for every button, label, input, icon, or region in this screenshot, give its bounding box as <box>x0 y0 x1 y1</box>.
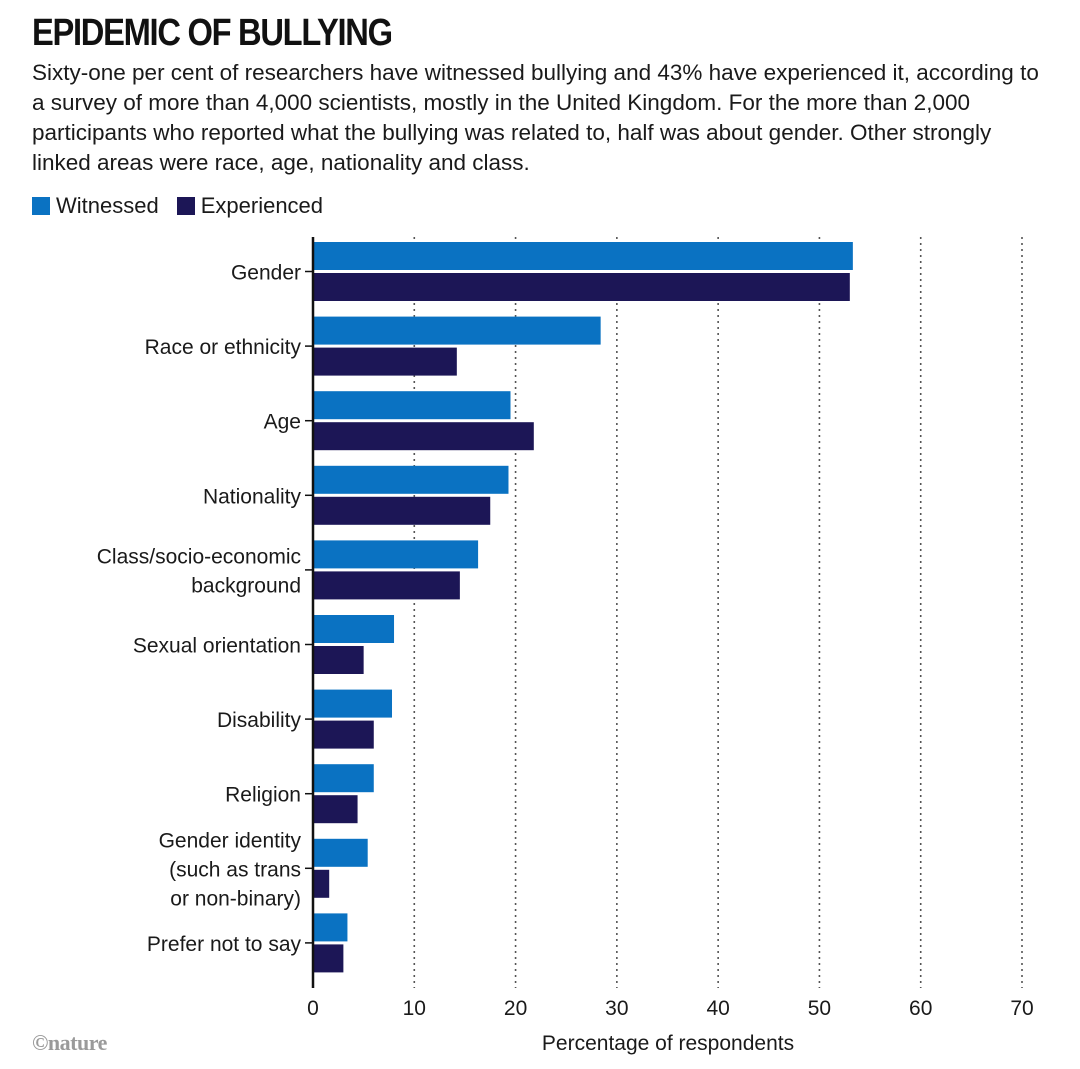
category-label-3: Nationality <box>203 485 302 508</box>
nature-credit: ©nature <box>32 1030 107 1055</box>
category-label-line: Religion <box>225 784 301 807</box>
x-tick-label-40: 40 <box>706 997 729 1020</box>
category-label-line: Disability <box>217 709 302 732</box>
bar-witnessed-8 <box>313 838 368 867</box>
category-label-line: background <box>191 574 301 597</box>
bar-experienced-1 <box>313 347 457 376</box>
category-label-line: Nationality <box>203 485 302 508</box>
bar-witnessed-0 <box>313 242 853 270</box>
legend-item-witnessed: Witnessed <box>32 193 159 219</box>
bar-experienced-8 <box>313 869 330 898</box>
category-label-line: or non-binary) <box>170 887 301 910</box>
category-label-4: Class/socio-economic background <box>97 545 301 597</box>
bar-experienced-9 <box>313 944 344 973</box>
bar-experienced-3 <box>313 496 491 525</box>
bar-witnessed-6 <box>313 689 393 718</box>
bar-witnessed-2 <box>313 391 511 420</box>
bar-experienced-2 <box>313 422 534 451</box>
bar-witnessed-4 <box>313 540 479 569</box>
legend-swatch-experienced <box>176 197 195 215</box>
bar-experienced-5 <box>313 646 364 674</box>
category-label-7: Religion <box>225 784 301 807</box>
category-label-6: Disability <box>217 709 302 732</box>
category-label-line: Gender <box>231 262 301 285</box>
bar-experienced-0 <box>313 273 850 301</box>
category-label-1: Race or ethnicity <box>145 336 302 359</box>
category-label-8: Gender identity (such as trans or non-bina… <box>159 829 302 910</box>
category-label-5: Sexual orientation <box>133 635 301 658</box>
bar-experienced-4 <box>313 571 460 600</box>
bar-witnessed-7 <box>313 764 374 793</box>
category-label-line: Age <box>264 411 301 434</box>
legend-label-witnessed: Witnessed <box>56 193 159 218</box>
x-tick-label-60: 60 <box>909 997 932 1020</box>
bar-witnessed-3 <box>313 465 509 494</box>
category-label-line: Race or ethnicity <box>145 336 302 359</box>
category-label-line: Class/socio-economic <box>97 545 301 568</box>
legend-label-experienced: Experienced <box>200 193 324 218</box>
category-label-0: Gender <box>231 262 301 285</box>
category-label-line: (such as trans <box>169 858 301 881</box>
x-tick-label-30: 30 <box>605 997 628 1020</box>
legend-item-experienced: Experienced <box>176 193 324 219</box>
x-tick-label-10: 10 <box>403 997 426 1020</box>
bar-experienced-7 <box>313 795 358 824</box>
category-label-line: Gender identity <box>159 829 302 852</box>
category-label-9: Prefer not to say <box>147 933 302 956</box>
chart-title: EPIDEMIC OF BULLYING <box>32 12 393 54</box>
category-label-line: Prefer not to say <box>147 933 302 956</box>
bar-witnessed-9 <box>313 913 348 942</box>
x-tick-label-20: 20 <box>504 997 527 1020</box>
x-tick-label-50: 50 <box>808 997 831 1020</box>
category-label-2: Age <box>264 411 301 434</box>
bar-witnessed-5 <box>313 615 395 643</box>
bar-witnessed-1 <box>313 316 601 345</box>
legend-swatch-witnessed <box>32 197 50 215</box>
x-axis-title: Percentage of respondents <box>542 1032 794 1055</box>
bar-experienced-6 <box>313 720 374 749</box>
category-label-line: Sexual orientation <box>133 635 301 658</box>
legend: Witnessed Experienced <box>32 192 341 220</box>
chart-subtitle: Sixty-one per cent of researchers have w… <box>32 60 1039 175</box>
x-tick-label-0: 0 <box>307 997 319 1020</box>
x-tick-label-70: 70 <box>1010 997 1033 1020</box>
